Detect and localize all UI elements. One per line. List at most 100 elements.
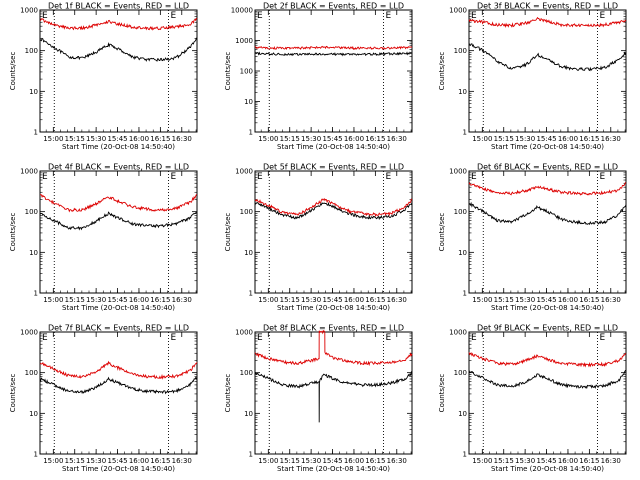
x-tick-label: 15:00 [472, 135, 492, 143]
series-line-lld [254, 330, 413, 367]
e-marker: E [170, 172, 176, 182]
y-tick-label: 10 [244, 410, 253, 418]
y-axis-label: Counts/sec [224, 213, 232, 252]
x-tick-label: 16:15 [365, 296, 385, 304]
panel-title: Det 8f BLACK = Events, RED = LLD [263, 324, 404, 333]
y-tick-label: 100 [454, 369, 467, 377]
panel-title: Det 9f BLACK = Events, RED = LLD [477, 324, 618, 333]
x-tick-label: 15:15 [65, 135, 85, 143]
x-tick-label: 15:15 [65, 296, 85, 304]
x-tick-label: 16:00 [344, 457, 364, 465]
x-tick-label: 16:30 [601, 457, 621, 465]
x-axis-label: Start Time (20-Oct-08 14:50:40) [62, 304, 175, 312]
y-tick-label: 1 [34, 451, 38, 459]
x-axis-label: Start Time (20-Oct-08 14:50:40) [62, 143, 175, 151]
x-tick-label: 16:30 [172, 135, 192, 143]
y-axis-label: Counts/sec [224, 374, 232, 413]
series-line-lld [468, 16, 627, 29]
x-tick-label: 16:00 [558, 296, 578, 304]
y-tick-label: 1000 [449, 7, 467, 15]
x-tick-label: 16:00 [129, 296, 149, 304]
y-tick-label: 100 [25, 47, 38, 55]
x-tick-label: 16:30 [601, 296, 621, 304]
x-tick-label: 15:45 [107, 135, 127, 143]
x-axis-label: Start Time (20-Oct-08 14:50:40) [277, 465, 390, 473]
y-axis-label: Counts/sec [438, 213, 446, 252]
e-marker: E [257, 11, 263, 21]
y-tick-label: 10 [458, 88, 467, 96]
series-line-lld [254, 45, 413, 51]
series-line-lld [39, 360, 198, 380]
y-tick-label: 100 [240, 208, 253, 216]
y-tick-label: 1000 [449, 168, 467, 176]
x-tick-label: 15:45 [107, 296, 127, 304]
plot-frame [254, 170, 413, 294]
plot-frame [254, 9, 413, 133]
y-tick-label: 10 [458, 249, 467, 257]
x-tick-label: 15:15 [494, 457, 514, 465]
y-axis-label: Counts/sec [9, 213, 17, 252]
x-tick-label: 16:15 [150, 457, 170, 465]
y-tick-label: 100 [25, 208, 38, 216]
x-tick-label: 16:15 [150, 135, 170, 143]
plot-frame [468, 331, 627, 455]
x-axis-label: Start Time (20-Oct-08 14:50:40) [62, 465, 175, 473]
x-tick-label: 15:00 [472, 296, 492, 304]
y-tick-label: 100 [240, 369, 253, 377]
x-tick-label: 16:00 [558, 457, 578, 465]
y-tick-label: 100 [240, 68, 253, 76]
e-marker: E [42, 172, 48, 182]
e-marker: E [599, 172, 605, 182]
x-tick-label: 15:45 [322, 135, 342, 143]
e-marker: E [257, 333, 263, 343]
x-tick-label: 16:30 [387, 296, 407, 304]
x-tick-label: 16:15 [579, 457, 599, 465]
x-tick-label: 15:30 [301, 296, 321, 304]
y-tick-label: 1 [34, 290, 38, 298]
y-tick-label: 10 [29, 410, 38, 418]
y-axis-label: Counts/sec [224, 52, 232, 91]
series-line-lld [468, 352, 627, 368]
y-tick-label: 1 [249, 451, 253, 459]
x-tick-label: 15:00 [43, 135, 63, 143]
x-tick-label: 16:15 [579, 296, 599, 304]
x-tick-label: 15:15 [494, 135, 514, 143]
panel-title: Det 1f BLACK = Events, RED = LLD [48, 2, 189, 11]
y-tick-label: 100 [454, 208, 467, 216]
y-tick-label: 10 [244, 98, 253, 106]
x-tick-label: 15:00 [258, 457, 278, 465]
e-marker: E [385, 11, 391, 21]
panel-title: Det 2f BLACK = Events, RED = LLD [263, 2, 404, 11]
y-tick-label: 1000 [235, 168, 253, 176]
x-axis-label: Start Time (20-Oct-08 14:50:40) [277, 143, 390, 151]
y-tick-label: 1 [249, 290, 253, 298]
x-tick-label: 15:45 [536, 457, 556, 465]
e-marker: E [599, 11, 605, 21]
series-line-lld [468, 182, 627, 196]
x-tick-label: 15:30 [301, 457, 321, 465]
series-line-events [254, 51, 413, 57]
series-line-events [468, 369, 627, 390]
x-axis-label: Start Time (20-Oct-08 14:50:40) [277, 304, 390, 312]
x-tick-label: 15:15 [280, 457, 300, 465]
y-tick-label: 10 [244, 249, 253, 257]
x-tick-label: 16:15 [579, 135, 599, 143]
x-axis-label: Start Time (20-Oct-08 14:50:40) [491, 304, 604, 312]
x-tick-label: 15:15 [65, 457, 85, 465]
x-tick-label: 15:00 [472, 457, 492, 465]
x-tick-label: 15:30 [86, 296, 106, 304]
x-tick-label: 15:45 [536, 296, 556, 304]
series-line-lld [39, 17, 198, 31]
e-marker: E [170, 333, 176, 343]
x-tick-label: 16:30 [601, 135, 621, 143]
x-tick-label: 16:00 [344, 296, 364, 304]
y-tick-label: 1000 [449, 329, 467, 337]
e-marker: E [471, 333, 477, 343]
y-axis-label: Counts/sec [9, 374, 17, 413]
plot-frame [468, 9, 627, 133]
x-tick-label: 15:45 [322, 457, 342, 465]
